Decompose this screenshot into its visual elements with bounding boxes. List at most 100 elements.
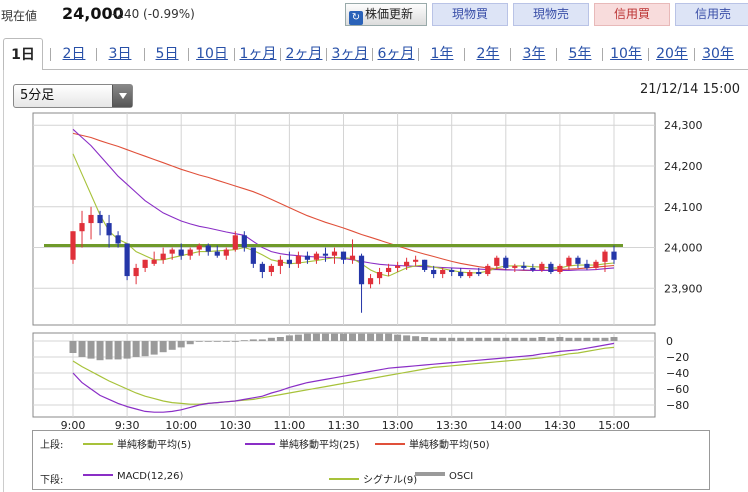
tab-15[interactable]: 30年: [702, 46, 734, 62]
update-price-button[interactable]: ↻ 株価更新: [345, 3, 427, 26]
candle-body-44: [467, 272, 473, 277]
osci-bar-49: [511, 337, 519, 341]
legend-label-ma25: 単純移動平均(25): [279, 440, 360, 451]
tab-11[interactable]: 3年: [522, 46, 546, 62]
tab-separator: [50, 48, 51, 61]
osci-bar-22: [267, 337, 275, 341]
candle-body-32: [358, 255, 365, 285]
osci-bar-46: [484, 337, 492, 341]
osci-bar-15: [204, 341, 212, 342]
tab-4[interactable]: 10日: [196, 46, 228, 62]
legend-swatch-ma25: [245, 443, 275, 445]
osci-bar-13: [186, 341, 194, 345]
tab-separator: [188, 48, 189, 61]
candle-body-34: [376, 272, 383, 279]
osci-bar-51: [529, 337, 537, 341]
osci-bar-56: [574, 337, 582, 341]
tab-13[interactable]: 10年: [610, 46, 642, 62]
candle-body-16: [214, 251, 220, 256]
x-tick-label-3: 10:30: [219, 419, 251, 432]
osci-bar-21: [258, 339, 266, 341]
tab-3[interactable]: 5日: [155, 46, 179, 62]
osci-bar-23: [276, 337, 284, 341]
osci-bar-24: [285, 335, 293, 341]
candle-body-58: [593, 261, 599, 268]
osci-bar-4: [105, 341, 113, 360]
tab-12[interactable]: 5年: [568, 46, 592, 62]
tab-14[interactable]: 20年: [656, 46, 688, 62]
legend-upper: 上段: 単純移動平均(5) 単純移動平均(25) 単純移動平均(50): [33, 434, 709, 452]
x-tick-label-0: 9:00: [61, 419, 86, 432]
osci-bar-42: [448, 337, 456, 341]
current-price-label: 現在値: [1, 9, 38, 23]
candle-body-22: [268, 265, 274, 272]
legend-label-signal: シグナル(9): [363, 475, 418, 486]
macd-tick-label-2: −40: [666, 367, 689, 380]
osci-bar-43: [457, 337, 465, 341]
candle-body-5: [115, 235, 121, 244]
candle-body-25: [295, 255, 302, 264]
candle-body-41: [440, 269, 446, 275]
candle-body-2: [88, 214, 94, 224]
top-bar: 現在値 24,000 -240 (-0.99%) ↻ 株価更新 現物買 現物売 信…: [0, 0, 748, 30]
tab-5[interactable]: 1ヶ月: [239, 46, 277, 62]
osci-bar-14: [195, 341, 203, 342]
candle-body-38: [413, 259, 419, 262]
buy-margin-button[interactable]: 信用買: [594, 3, 670, 26]
tab-separator: [326, 48, 327, 61]
candle-body-24: [286, 259, 292, 264]
osci-bar-37: [403, 335, 411, 341]
legend-label-ma5: 単純移動平均(5): [117, 440, 192, 451]
legend-lower-title: 下段:: [40, 475, 64, 486]
osci-bar-1: [78, 341, 86, 357]
x-tick-label-7: 13:30: [436, 419, 468, 432]
candle-body-6: [124, 243, 130, 277]
buy-spot-button[interactable]: 現物買: [432, 3, 508, 26]
osci-bar-33: [367, 333, 375, 341]
tab-separator: [602, 48, 603, 61]
candle-body-14: [196, 245, 202, 250]
tab-separator: [694, 48, 695, 61]
osci-bar-60: [610, 337, 618, 341]
osci-bar-59: [601, 337, 609, 341]
osci-bar-2: [87, 341, 95, 359]
legend-item-ma50: 単純移動平均(50): [375, 436, 490, 451]
osci-bar-20: [249, 339, 257, 341]
osci-bar-26: [303, 333, 311, 341]
tab-1[interactable]: 2日: [62, 46, 86, 62]
osci-bar-32: [358, 333, 366, 341]
osci-bar-27: [312, 333, 320, 341]
osci-bar-6: [123, 341, 131, 359]
tab-6[interactable]: 2ヶ月: [285, 46, 323, 62]
osci-bar-7: [132, 341, 140, 357]
candle-body-7: [133, 267, 139, 277]
x-tick-label-9: 14:30: [544, 419, 576, 432]
candle-body-43: [458, 272, 464, 277]
price-tick-label-3: 24,000: [664, 242, 703, 255]
tab-2[interactable]: 3日: [108, 46, 132, 62]
macd-tick-label-4: −80: [666, 399, 689, 412]
sell-margin-button[interactable]: 信用売: [675, 3, 748, 26]
tab-9[interactable]: 1年: [430, 46, 454, 62]
osci-bar-54: [556, 337, 564, 341]
osci-bar-5: [114, 341, 122, 360]
candle-body-18: [232, 235, 238, 250]
tab-separator: [372, 48, 373, 61]
tab-7[interactable]: 3ヶ月: [331, 46, 369, 62]
candle-body-57: [584, 263, 590, 268]
tab-0[interactable]: 1日: [3, 38, 43, 71]
osci-bar-28: [321, 333, 329, 341]
legend-item-ma5: 単純移動平均(5): [83, 436, 191, 451]
osci-bar-48: [502, 337, 510, 341]
candle-body-28: [322, 253, 329, 256]
candle-body-37: [404, 261, 410, 266]
interval-select[interactable]: 5分足: [13, 84, 133, 108]
sell-spot-button[interactable]: 現物売: [513, 3, 589, 26]
x-tick-label-8: 14:00: [490, 419, 522, 432]
candle-body-46: [485, 265, 491, 275]
tab-10[interactable]: 2年: [476, 46, 500, 62]
tab-8[interactable]: 6ヶ月: [377, 46, 415, 62]
candle-body-3: [97, 214, 103, 224]
chevron-down-icon[interactable]: [112, 85, 132, 107]
